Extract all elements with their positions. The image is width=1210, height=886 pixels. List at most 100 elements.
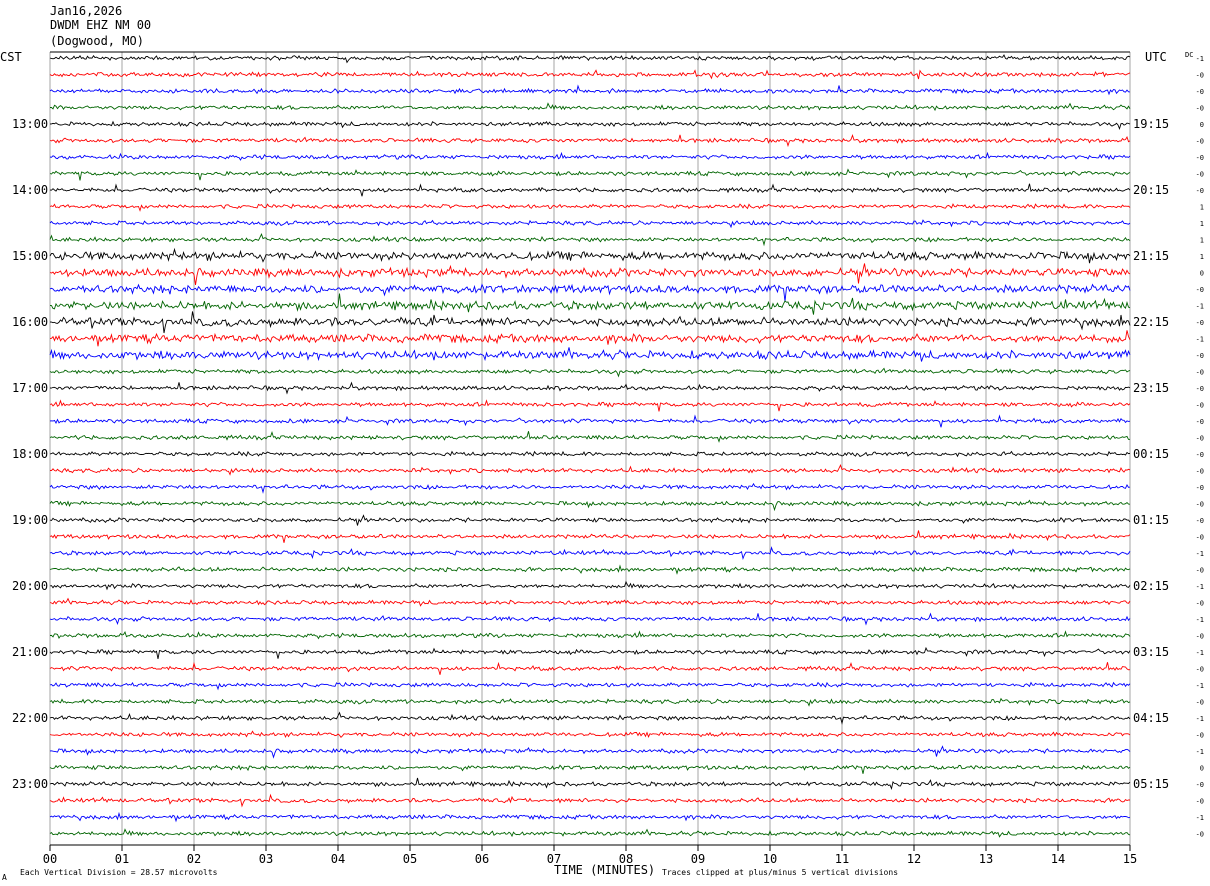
trace-35: [49, 630, 1131, 640]
dc-offset-label: -1: [1196, 715, 1204, 723]
dc-offset-label: 1: [1200, 237, 1204, 245]
right-hour-label: 23:15: [1133, 381, 1169, 395]
dc-offset-label: -0: [1196, 88, 1204, 96]
trace-23: [49, 430, 1131, 443]
trace-37: [49, 661, 1131, 675]
trace-9: [49, 203, 1131, 212]
dc-offset-label: -0: [1196, 105, 1204, 113]
trace-43: [49, 764, 1131, 774]
trace-8: [49, 183, 1131, 197]
left-hour-label: 22:00: [12, 711, 48, 725]
dc-offset-label: -0: [1196, 187, 1204, 195]
right-timezone-label: UTC: [1145, 50, 1167, 64]
left-hour-label: 23:00: [12, 777, 48, 791]
right-hour-label: 05:15: [1133, 777, 1169, 791]
dc-offset-label: 1: [1200, 253, 1204, 261]
trace-22: [49, 414, 1131, 428]
trace-20: [49, 381, 1131, 395]
clip-note: Traces clipped at plus/minus 5 vertical …: [662, 868, 899, 877]
dc-offset-label: -0: [1196, 732, 1204, 740]
dc-offset-label: -0: [1196, 352, 1204, 360]
dc-offset-label: -0: [1196, 666, 1204, 674]
left-timezone-label: CST: [0, 50, 22, 64]
x-tick-label-06: 06: [475, 852, 489, 866]
plot-date: Jan16,2026: [50, 4, 123, 18]
right-hour-label: 21:15: [1133, 249, 1169, 263]
dc-offset-label: -0: [1196, 435, 1204, 443]
dc-offset-label: -0: [1196, 385, 1204, 393]
trace-33: [49, 597, 1131, 607]
dc-offset-label: -0: [1196, 781, 1204, 789]
right-hour-labels: 19:15 20:15 21:15 22:15 23:15 00:15 01:15 02:15…: [1133, 117, 1169, 791]
dc-offset-label: -1: [1196, 682, 1204, 690]
right-hour-label: 20:15: [1133, 183, 1169, 197]
station-location: (Dogwood, MO): [50, 34, 144, 48]
trace-7: [49, 168, 1131, 181]
dc-column-title: DC: [1185, 51, 1193, 59]
dc-offset-label: -1: [1196, 814, 1204, 822]
trace-27: [49, 499, 1131, 512]
trace-41: [49, 730, 1131, 738]
dc-offset-label: -0: [1196, 369, 1204, 377]
x-tick-label-11: 11: [835, 852, 849, 866]
trace-31: [49, 564, 1131, 575]
right-hour-label: 00:15: [1133, 447, 1169, 461]
trace-38: [49, 681, 1131, 691]
left-hour-label: 17:00: [12, 381, 48, 395]
station-id: DWDM EHZ NM 00: [50, 18, 152, 32]
dc-offset-label: -0: [1196, 501, 1204, 509]
dc-offset-label: 0: [1200, 121, 1204, 129]
x-axis-title: TIME (MINUTES): [554, 863, 656, 877]
trace-34: [49, 612, 1131, 626]
dc-offset-label: -0: [1196, 831, 1204, 839]
trace-18: [49, 347, 1131, 362]
trace-46: [49, 811, 1131, 823]
right-hour-label: 01:15: [1133, 513, 1169, 527]
dc-offset-label: -0: [1196, 451, 1204, 459]
trace-1: [49, 69, 1131, 80]
dc-offset-label: -0: [1196, 484, 1204, 492]
trace-4: [49, 120, 1131, 131]
x-tick-label-14: 14: [1051, 852, 1065, 866]
dc-offset-label: -0: [1196, 402, 1204, 410]
trace-24: [49, 450, 1131, 458]
left-hour-label: 20:00: [12, 579, 48, 593]
trace-44: [49, 777, 1131, 790]
dc-offset-label: -0: [1196, 699, 1204, 707]
x-tick-label-08: 08: [619, 852, 633, 866]
trace-5: [49, 134, 1131, 148]
trace-12: [49, 247, 1131, 264]
left-hour-label: 21:00: [12, 645, 48, 659]
x-tick-label-02: 02: [187, 852, 201, 866]
x-tick-label-03: 03: [259, 852, 273, 866]
right-hour-label: 03:15: [1133, 645, 1169, 659]
trace-2: [49, 84, 1131, 96]
dc-offset-label: -1: [1196, 303, 1204, 311]
trace-36: [49, 646, 1131, 659]
dc-offset-label: -0: [1196, 517, 1204, 525]
dc-offset-label: -1: [1196, 550, 1204, 558]
dc-offset-label: -1: [1196, 649, 1204, 657]
x-tick-label-09: 09: [691, 852, 705, 866]
trace-10: [49, 219, 1131, 229]
x-tick-label-12: 12: [907, 852, 921, 866]
trace-21: [49, 399, 1131, 412]
dc-offset-label: -0: [1196, 418, 1204, 426]
trace-39: [49, 697, 1131, 707]
dc-offset-label: -1: [1196, 748, 1204, 756]
dc-offset-label: -0: [1196, 600, 1204, 608]
trace-42: [49, 745, 1131, 759]
trace-47: [49, 828, 1131, 838]
dc-offset-label: -0: [1196, 154, 1204, 162]
trace-14: [49, 283, 1131, 302]
left-hour-label: 16:00: [12, 315, 48, 329]
x-tick-label-04: 04: [331, 852, 345, 866]
dc-offset-label: 1: [1200, 220, 1204, 228]
x-tick-label-00: 00: [43, 852, 57, 866]
x-axis: 00 01 02 03 04 05 06 07 08 09 10 11 12 13 14 15: [43, 845, 1137, 866]
trace-11: [49, 233, 1131, 247]
dc-offset-label: -0: [1196, 468, 1204, 476]
left-hour-label: 14:00: [12, 183, 48, 197]
dc-offset-label: 0: [1200, 765, 1204, 773]
